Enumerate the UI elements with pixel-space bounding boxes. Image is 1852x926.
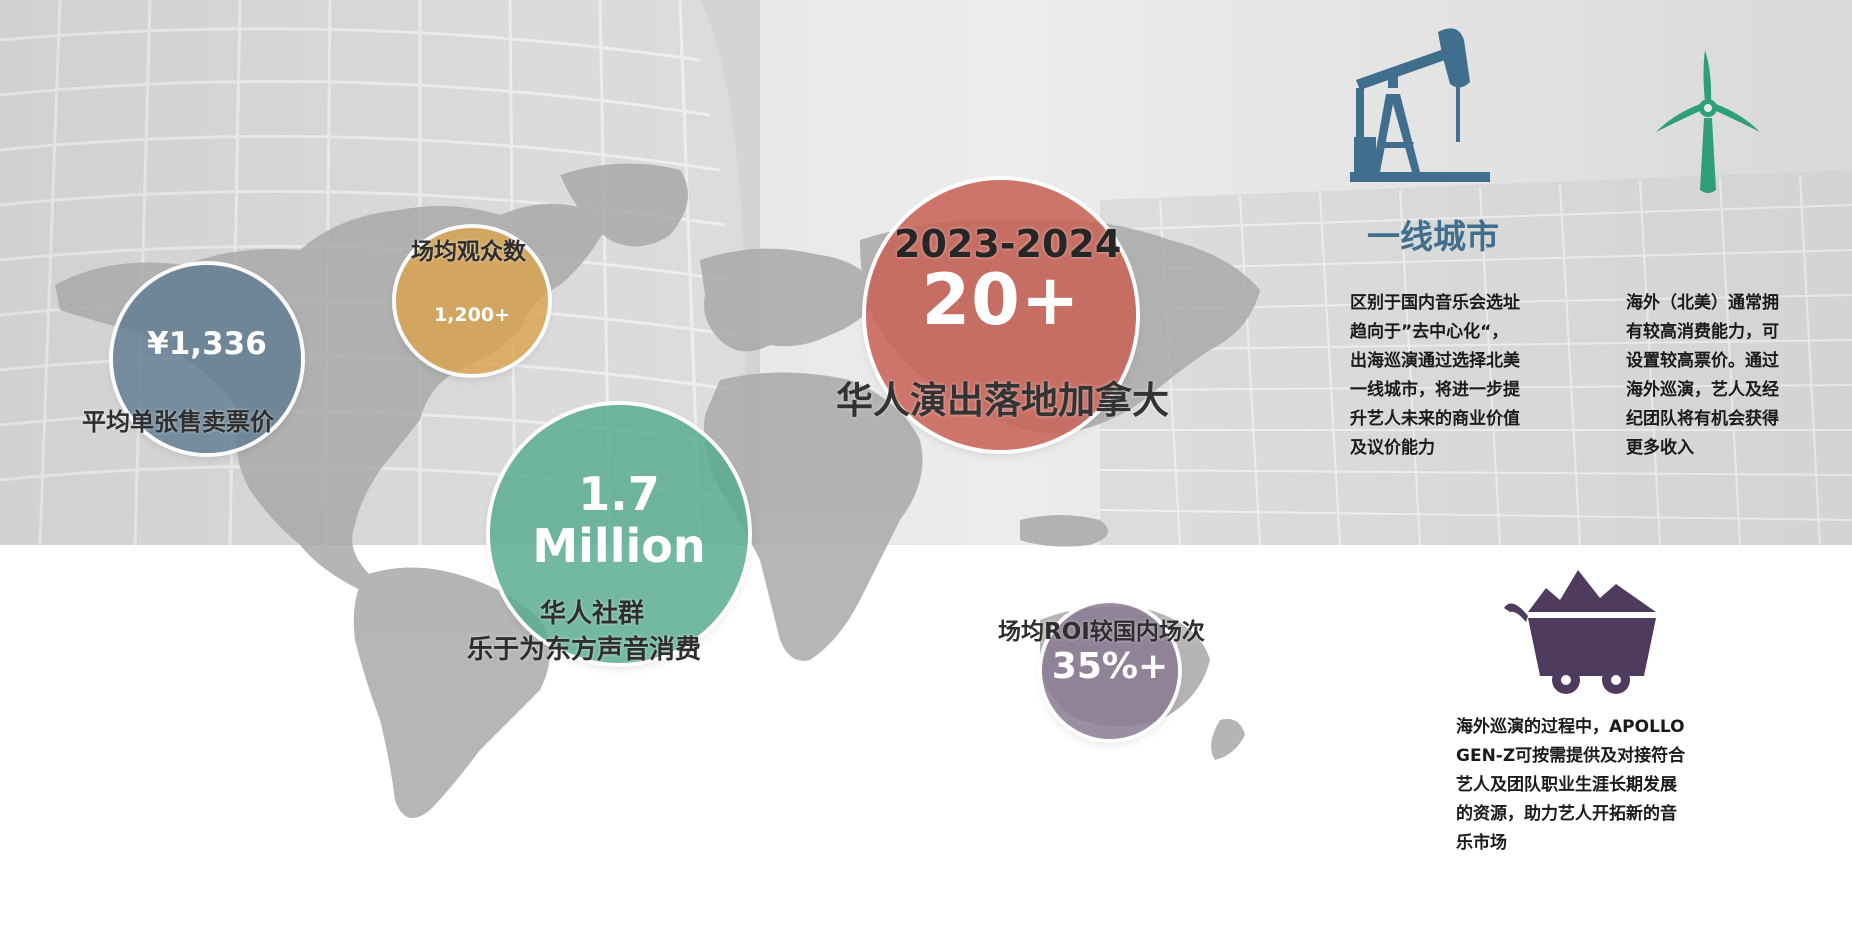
africa-shape [704, 372, 923, 661]
audience-bubble: 1,200+ [396, 228, 548, 374]
paragraph-line: GEN-Z可按需提供及对接符合 [1456, 746, 1686, 766]
audience-value: 1,200+ [433, 304, 511, 326]
paragraph-line: 乐市场 [1456, 833, 1507, 853]
paragraph-line: 及议价能力 [1350, 438, 1435, 458]
paragraph-line: 设置较高票价。通过 [1626, 351, 1779, 371]
shows-value: 20+ [921, 259, 1081, 341]
paragraph-line: 海外巡演的过程中，APOLLO [1456, 717, 1685, 737]
south-america-shape [353, 567, 550, 818]
shows-bubble: 20+ [866, 180, 1136, 450]
ticket-price-value: ¥1,336 [147, 326, 267, 362]
mine-cart-icon [1504, 570, 1656, 694]
paragraph-line: 海外巡演，艺人及经 [1626, 380, 1779, 400]
community-caption-line1: 华人社群 [540, 599, 645, 629]
paragraph-line: 纪团队将有机会获得 [1626, 409, 1779, 429]
paragraph-line: 有较高消费能力，可 [1626, 322, 1779, 342]
community-value-line2: Million [532, 519, 706, 573]
europe-shape [700, 248, 880, 352]
paragraph-line: 趋向于”去中心化“， [1350, 322, 1509, 342]
roi-title: 场均ROI较国内场次 [998, 619, 1205, 645]
greenland-shape [560, 163, 688, 247]
paragraph-line: 更多收入 [1626, 438, 1694, 458]
oil-pumpjack-icon [1350, 28, 1490, 182]
paragraph-line: 艺人及团队职业生涯长期发展 [1456, 775, 1677, 795]
paragraph-overseas-pricing: 海外（北美）通常拥 有较高消费能力，可 设置较高票价。通过 海外巡演，艺人及经 … [1626, 289, 1826, 463]
shows-caption: 华人演出落地加拿大 [836, 379, 1169, 422]
shows-year: 2023-2024 [894, 222, 1122, 266]
ticket-price-caption: 平均单张售卖票价 [82, 408, 274, 436]
roi-bubble: 35%+ [1042, 603, 1178, 739]
paragraph-apollo-resources: 海外巡演的过程中，APOLLO GEN-Z可按需提供及对接符合 艺人及团队职业生… [1456, 713, 1756, 858]
community-value-line1: 1.7 [578, 467, 660, 521]
paragraph-line: 一线城市，将进一步提 [1350, 380, 1520, 400]
new-zealand-shape [1211, 719, 1245, 760]
roi-value: 35%+ [1051, 645, 1169, 687]
wind-turbine-icon [1656, 50, 1760, 193]
paragraph-tier1-cities: 区别于国内音乐会选址 趋向于”去中心化“， 出海巡演通过选择北美 一线城市，将进… [1350, 289, 1580, 463]
paragraph-line: 升艺人未来的商业价值 [1350, 409, 1520, 429]
indonesia-shape [1020, 515, 1108, 547]
paragraph-line: 海外（北美）通常拥 [1626, 293, 1779, 313]
tier1-cities-heading: 一线城市 [1367, 217, 1499, 256]
community-caption-line2: 乐于为东方声音消费 [467, 635, 702, 665]
ticket-price-bubble: ¥1,336 [113, 265, 301, 453]
audience-title: 场均观众数 [411, 239, 526, 265]
paragraph-line: 的资源，助力艺人开拓新的音 [1456, 804, 1677, 824]
community-bubble: 1.7 Million [490, 405, 748, 663]
paragraph-line: 出海巡演通过选择北美 [1350, 351, 1520, 371]
paragraph-line: 区别于国内音乐会选址 [1350, 293, 1520, 313]
building-background [0, 0, 1852, 545]
